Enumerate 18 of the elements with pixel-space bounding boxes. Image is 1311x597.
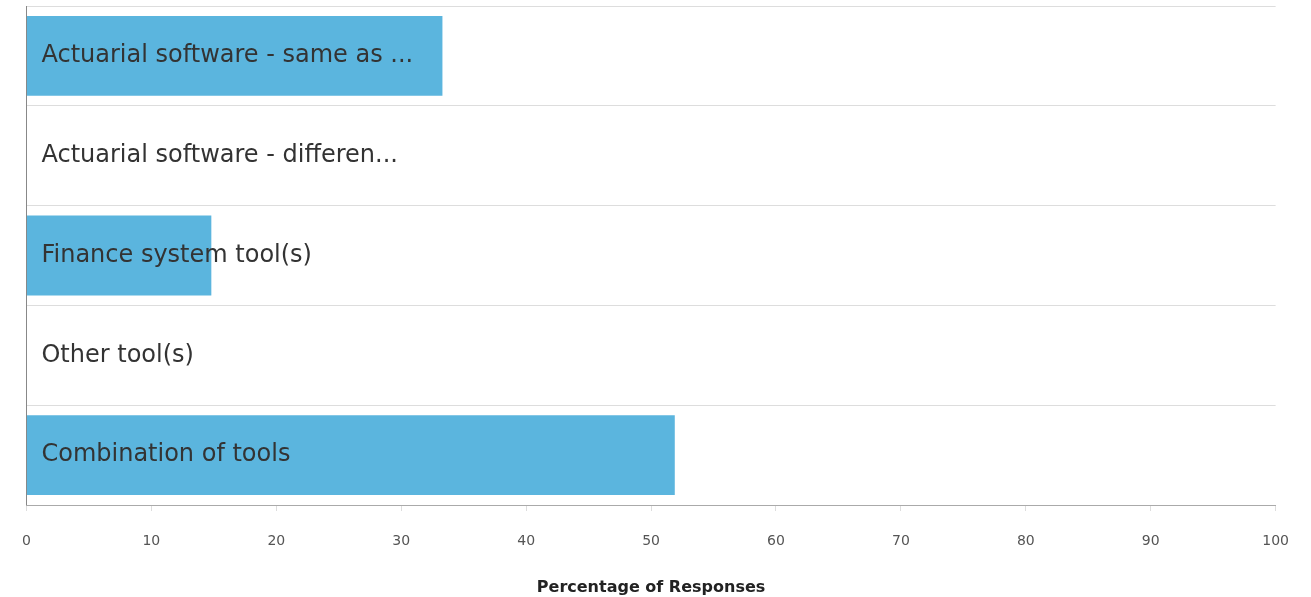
y-tick-label: Actuarial software - same as ... [41, 40, 414, 69]
y-tick-label: Combination of tools [41, 439, 291, 468]
x-tick-label: 40 [517, 532, 536, 549]
x-tick-label: 90 [1141, 532, 1160, 549]
y-tick-label: Actuarial software - differen... [41, 139, 398, 168]
x-tick-label: 80 [1016, 532, 1035, 549]
x-tick-label: 30 [392, 532, 411, 549]
x-axis-title: Percentage of Responses [536, 576, 766, 596]
x-tick-label: 20 [267, 532, 286, 549]
x-tick-label: 50 [642, 532, 660, 549]
x-tick-label: 100 [1262, 532, 1290, 549]
x-tick-label: 70 [891, 532, 910, 549]
y-tick-label: Other tool(s) [41, 339, 194, 368]
x-tick-label: 60 [767, 532, 785, 549]
bar [26, 15, 443, 96]
x-tick-label: 0 [21, 532, 31, 549]
bar [26, 415, 675, 496]
x-tick-label: 10 [142, 532, 161, 549]
